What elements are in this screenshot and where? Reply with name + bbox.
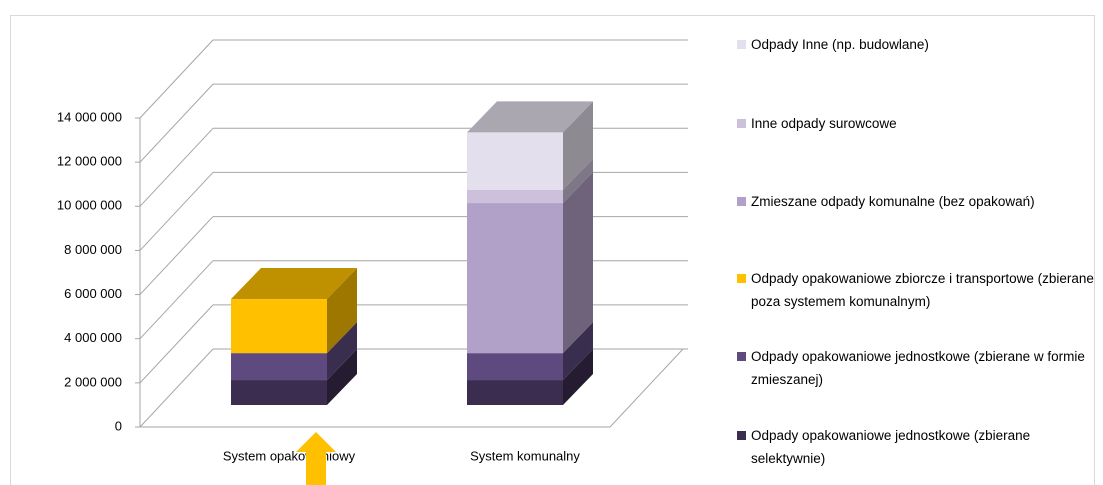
legend-swatch (737, 197, 746, 206)
legend-label: Odpady opakowaniowe jednostkowe (zbieran… (751, 349, 1085, 387)
legend-item: Odpady Inne (np. budowlane) (735, 33, 1101, 56)
legend-item: Odpady opakowaniowe jednostkowe (zbieran… (735, 345, 1101, 391)
y-tick-label: 6 000 000 (64, 286, 122, 301)
y-tick-label: 2 000 000 (64, 374, 122, 389)
grid-line-side (139, 39, 214, 119)
bar (231, 353, 327, 381)
legend-swatch (737, 431, 746, 440)
grid-line-side (139, 304, 214, 384)
grid-line-side (139, 348, 214, 428)
grid-line-side (139, 83, 214, 163)
legend-swatch (737, 119, 746, 128)
y-tick-label: 14 000 000 (57, 109, 122, 124)
chart-frame (10, 15, 1095, 485)
legend-item: Odpady opakowaniowe zbiorcze i transport… (735, 267, 1101, 313)
bar-top (231, 268, 357, 300)
bar-top (467, 101, 593, 133)
legend-item: Inne odpady surowcowe (735, 112, 1101, 135)
legend-swatch (737, 40, 746, 49)
bar (467, 353, 563, 381)
bar-side (563, 349, 593, 405)
bar (467, 380, 563, 405)
bar-side (563, 101, 593, 190)
legend-label: Zmieszane odpady komunalne (bez opakowań… (751, 194, 1035, 209)
bar-side (563, 172, 593, 354)
x-tick-label: System komunalny (470, 448, 580, 463)
legend-item: Odpady opakowaniowe jednostkowe (zbieran… (735, 424, 1101, 470)
bar-side (327, 268, 357, 354)
arrow (296, 432, 336, 485)
legend-label: Odpady Inne (np. budowlane) (751, 37, 929, 52)
x-tick-label: System opakowaniowy (223, 448, 356, 463)
bar-side (563, 158, 593, 204)
bar (231, 380, 327, 405)
bar-side (327, 322, 357, 381)
grid-line-side (139, 216, 214, 295)
legend-swatch (737, 352, 746, 361)
grid-line-side (139, 260, 214, 340)
legend-label: Odpady opakowaniowe zbiorcze i transport… (751, 271, 1094, 309)
bar-side (563, 322, 593, 381)
bar (231, 299, 327, 354)
bar (467, 203, 563, 354)
floor (140, 348, 684, 428)
bar (467, 189, 563, 204)
legend-label: Inne odpady surowcowe (751, 116, 897, 131)
legend-label: Odpady opakowaniowe jednostkowe (zbieran… (751, 428, 1031, 466)
y-tick-label: 8 000 000 (64, 242, 122, 257)
grid-line-side (139, 172, 214, 251)
y-tick-label: 10 000 000 (57, 198, 122, 213)
legend-swatch (737, 274, 746, 283)
grid-line-side (139, 127, 214, 207)
y-tick-label: 4 000 000 (64, 330, 122, 345)
y-tick-label: 0 (115, 418, 122, 433)
legend-item: Zmieszane odpady komunalne (bez opakowań… (735, 190, 1101, 213)
bar (467, 132, 563, 190)
y-tick-label: 12 000 000 (57, 154, 122, 169)
bar-side (327, 349, 357, 405)
